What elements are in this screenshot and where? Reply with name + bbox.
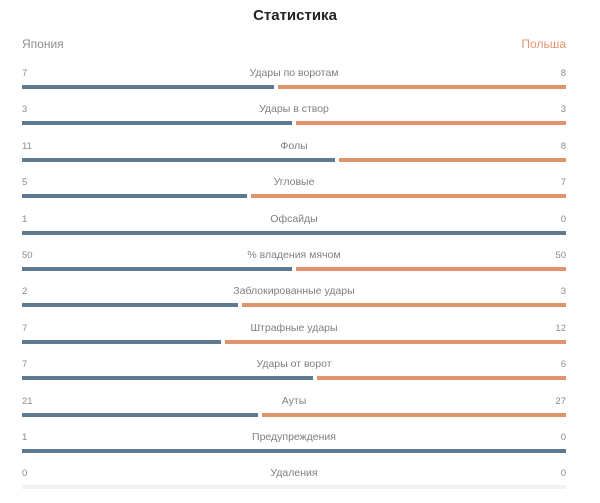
stat-right-value: 0: [560, 431, 566, 443]
stat-row: 50 % владения мячом 50: [22, 240, 566, 276]
stat-bar-left-segment: [22, 121, 292, 126]
stat-label: Угловые: [273, 176, 315, 189]
stat-left-value: 7: [22, 359, 28, 371]
stat-row: 7 Штрафные удары 12: [22, 313, 566, 349]
stat-left-value: 3: [22, 104, 28, 116]
stat-right-value: 6: [560, 359, 566, 371]
stat-bar-right-segment: [296, 266, 566, 271]
stat-label: % владения мячом: [247, 248, 341, 261]
stat-left-value: 1: [22, 431, 28, 443]
stat-row: 1 Предупреждения 0: [22, 422, 566, 458]
stat-right-value: 8: [560, 140, 566, 152]
stat-left-value: 2: [22, 286, 28, 298]
stat-left-value: 0: [22, 468, 28, 480]
stat-bar-right-segment: [296, 121, 566, 126]
stat-row: 11 Фолы 8: [22, 131, 566, 167]
stat-label: Предупреждения: [252, 430, 336, 443]
stat-label: Ауты: [281, 394, 307, 407]
stat-comparison-bar: [22, 339, 566, 344]
stat-bar-right-segment: [224, 339, 566, 344]
stat-row: 7 Удары по воротам 8: [22, 58, 566, 94]
stat-comparison-bar: [22, 157, 566, 162]
stat-bar-right-segment: [242, 303, 566, 308]
stat-left-value: 7: [22, 322, 28, 334]
stat-comparison-bar: [22, 448, 566, 453]
stat-left-value: 11: [22, 140, 32, 152]
stat-bar-right-segment: [262, 412, 566, 417]
stat-left-value: 5: [22, 177, 28, 189]
stat-right-value: 27: [555, 395, 566, 407]
stat-row: 2 Заблокированные удары 3: [22, 276, 566, 312]
stat-comparison-bar: [22, 266, 566, 271]
stat-bar-right-segment: [22, 485, 566, 490]
stat-bar-left-segment: [22, 303, 238, 308]
stat-bar-left-segment: [22, 266, 292, 271]
stat-right-value: 0: [560, 213, 566, 225]
stat-bar-left-segment: [22, 339, 221, 344]
stat-bar-left-segment: [22, 230, 566, 235]
stat-left-value: 1: [22, 213, 28, 225]
stat-right-value: 8: [560, 68, 566, 79]
stat-row: 0 Удаления 0: [22, 458, 566, 494]
stat-comparison-bar: [22, 230, 566, 235]
stat-right-value: 3: [560, 286, 566, 298]
stat-right-value: 3: [560, 104, 566, 116]
stat-label: Офсайды: [270, 212, 318, 225]
stats-title: Статистика: [253, 7, 337, 24]
team-left-name: Япония: [22, 37, 64, 51]
stat-comparison-bar: [22, 85, 566, 89]
stat-right-value: 12: [555, 322, 566, 334]
stat-label: Удары в створ: [259, 103, 329, 116]
stat-left-value: 50: [22, 249, 33, 261]
stat-left-value: 21: [22, 395, 33, 407]
stat-bar-right-segment: [316, 376, 566, 381]
stat-bar-right-segment: [278, 85, 566, 89]
stat-row: 7 Удары от ворот 6: [22, 349, 566, 385]
stat-row: 21 Ауты 27: [22, 386, 566, 422]
stat-left-value: 7: [22, 68, 28, 79]
stat-comparison-bar: [22, 121, 566, 126]
stat-comparison-bar: [22, 485, 566, 490]
stat-comparison-bar: [22, 194, 566, 199]
stat-bar-left-segment: [22, 194, 247, 199]
stat-label: Удары по воротам: [249, 67, 339, 79]
stats-list: 7 Удары по воротам 8 3 Удары в створ 3 11 Фолы 8…: [22, 58, 566, 495]
stat-row: 3 Удары в створ 3: [22, 94, 566, 130]
stat-bar-left-segment: [22, 448, 566, 453]
stat-right-value: 50: [555, 249, 566, 261]
stat-label: Удары от ворот: [256, 358, 332, 371]
stat-bar-right-segment: [251, 194, 566, 199]
team-right-name: Польша: [521, 37, 566, 51]
stat-bar-left-segment: [22, 157, 335, 162]
stat-row: 5 Угловые 7: [22, 167, 566, 203]
stat-bar-left-segment: [22, 376, 313, 381]
stat-row: 1 Офсайды 0: [22, 204, 566, 240]
stat-bar-right-segment: [338, 157, 566, 162]
stat-bar-left-segment: [22, 85, 274, 89]
stat-comparison-bar: [22, 376, 566, 381]
stat-label: Штрафные удары: [250, 321, 338, 334]
stat-right-value: 0: [560, 468, 566, 480]
stat-label: Удаления: [270, 467, 318, 480]
stat-label: Заблокированные удары: [233, 285, 355, 298]
stat-comparison-bar: [22, 412, 566, 417]
stat-right-value: 7: [560, 177, 566, 189]
stat-bar-left-segment: [22, 412, 259, 417]
stat-comparison-bar: [22, 303, 566, 308]
stat-label: Фолы: [280, 139, 308, 152]
